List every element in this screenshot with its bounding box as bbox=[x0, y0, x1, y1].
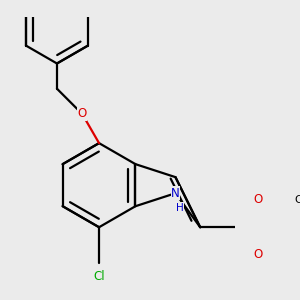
Text: O: O bbox=[78, 107, 87, 121]
Text: N: N bbox=[171, 187, 180, 200]
Text: CH₃: CH₃ bbox=[294, 195, 300, 205]
Text: H: H bbox=[176, 202, 184, 213]
Text: O: O bbox=[254, 194, 262, 206]
Text: Cl: Cl bbox=[93, 270, 105, 283]
Text: O: O bbox=[254, 248, 262, 261]
